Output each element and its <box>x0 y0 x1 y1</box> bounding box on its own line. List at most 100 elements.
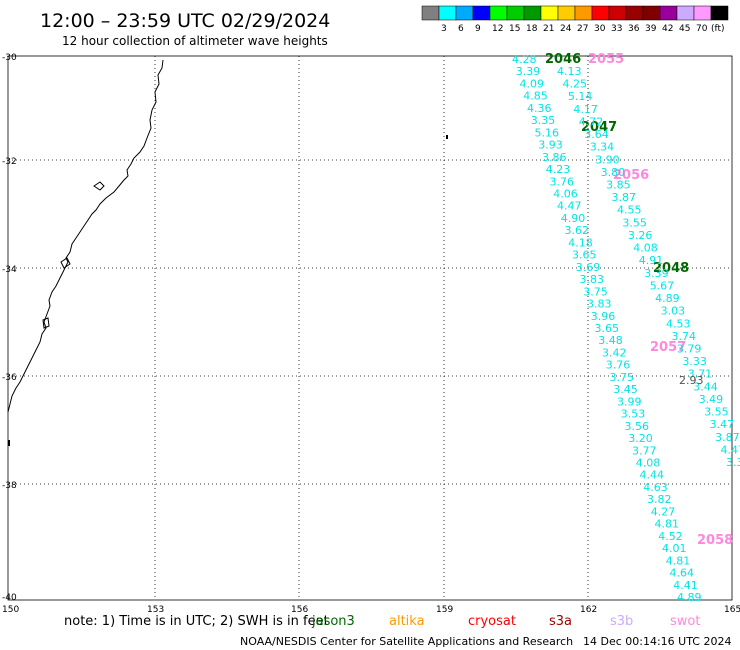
swh-value: 4.91 <box>639 254 664 267</box>
swh-value: 3.48 <box>598 334 623 347</box>
small-island <box>446 135 448 139</box>
legend-swatch <box>608 5 627 21</box>
orbit-label: 2055 <box>588 52 624 67</box>
swh-value: 3.45 <box>613 383 638 396</box>
swh-value: 3.34 <box>590 141 615 154</box>
plot-frame <box>7 55 733 601</box>
swh-value: 3.76 <box>550 175 575 188</box>
legend-swatch <box>472 5 491 21</box>
swh-value: 3.49 <box>699 393 724 406</box>
swh-value: 3.53 <box>621 408 646 421</box>
swh-value: 3.33 <box>682 355 707 368</box>
swh-value: 4.06 <box>553 188 578 201</box>
swh-value: 4.72 <box>579 116 604 129</box>
swh-value: 3.75 <box>583 285 608 298</box>
coast-fragment <box>8 440 10 446</box>
lon-label: 153 <box>147 605 164 615</box>
swh-value: 4.28 <box>512 53 537 66</box>
lat-label: -38 <box>2 481 17 491</box>
legend-label: 12 <box>492 24 503 34</box>
swh-value: 3.80 <box>601 166 626 179</box>
swh-value: 3.87 <box>612 191 637 204</box>
swh-value: 3.93 <box>538 139 563 152</box>
swh-value: 4.85 <box>523 90 548 103</box>
coast-inlet <box>42 317 50 329</box>
swh-value: 3.64 <box>584 128 609 141</box>
legend-label: 6 <box>458 24 464 34</box>
legend-label: 39 <box>645 24 657 34</box>
legend-label: 70 <box>696 24 708 34</box>
satellite-name: altika <box>389 614 425 629</box>
swh-value: 4.18 <box>568 236 593 249</box>
orbit-label: 2058 <box>697 533 733 548</box>
swh-value: 3.65 <box>595 322 620 335</box>
legend-label: 24 <box>560 24 572 34</box>
swh-value: 3.55 <box>622 216 647 229</box>
swh-value: 3.77 <box>632 444 657 457</box>
lon-label: 165 <box>724 605 740 615</box>
lat-label: -30 <box>2 53 17 63</box>
map-subtitle: 12 hour collection of altimeter wave hei… <box>62 34 328 48</box>
swh-value: 4.89 <box>655 292 680 305</box>
swh-value: 3.69 <box>576 261 601 274</box>
swh-value: 4.89 <box>677 591 702 604</box>
track-b-values: 4.134.255.144.174.723.643.343.903.803.85… <box>557 65 740 469</box>
swh-value: 3.85 <box>606 179 631 192</box>
swh-value: 3.39 <box>516 65 541 78</box>
legend-label: 3 <box>441 24 447 34</box>
lat-label: -36 <box>2 373 17 383</box>
swh-value: 4.13 <box>557 65 582 78</box>
satellite-legend: jason3 altika cryosat s3a s3b swot <box>311 614 700 629</box>
legend-swatch <box>489 5 508 21</box>
legend-label: 45 <box>679 24 690 34</box>
track-a-values: 4.283.394.094.854.363.355.163.933.864.23… <box>512 53 702 604</box>
orbit-label: 2048 <box>653 261 689 276</box>
orbit-label: 2046 <box>545 52 581 67</box>
satellite-name: jason3 <box>311 614 355 629</box>
legend-swatch <box>523 5 542 21</box>
swh-value: 4.81 <box>666 554 691 567</box>
legend-swatch <box>710 5 729 21</box>
swh-value: 5.16 <box>535 126 560 139</box>
legend-swatch <box>421 5 440 21</box>
swh-value: 4.09 <box>520 78 545 91</box>
swh-value: 3.20 <box>628 432 653 445</box>
legend-swatch <box>676 5 695 21</box>
swh-value: 4.63 <box>643 481 668 494</box>
swh-value: 3.74 <box>672 330 697 343</box>
swh-value: 3.90 <box>595 153 620 166</box>
graticule <box>8 56 732 600</box>
swh-value: 4.81 <box>655 518 680 531</box>
swh-value: 3.26 <box>628 229 653 242</box>
swh-value: 4.23 <box>546 163 571 176</box>
legend-label: 18 <box>526 24 538 34</box>
orbit-label: 2047 <box>581 120 617 135</box>
color-legend: 3 6 9 12 15 18 21 24 27 30 33 36 39 42 45 70 <box>421 5 729 34</box>
legend-swatch <box>438 5 457 21</box>
swh-value: 4.47 <box>721 443 740 456</box>
map-title: 12:00 – 23:59 UTC 02/29/2024 <box>40 10 330 32</box>
satellite-name: cryosat <box>468 614 516 629</box>
swh-value: 3.71 <box>688 368 713 381</box>
footer-note: note: 1) Time is in UTC; 2) SWH is in fe… <box>64 614 329 629</box>
lon-label: 156 <box>291 605 308 615</box>
swh-value: 3.75 <box>610 371 635 384</box>
legend-swatch <box>540 5 559 21</box>
swh-value: 3.87 <box>715 431 740 444</box>
legend-label: 27 <box>577 24 588 34</box>
legend-swatch <box>659 5 678 21</box>
swh-value: 3.42 <box>602 347 627 360</box>
swh-value: 3.39 <box>644 267 669 280</box>
legend-swatch <box>693 5 712 21</box>
legend-unit: (ft) <box>711 24 725 34</box>
legend-swatch <box>557 5 576 21</box>
legend-swatch <box>574 5 593 21</box>
swh-value: 3.55 <box>704 406 729 419</box>
swh-value: 4.90 <box>561 212 586 225</box>
legend-swatch <box>455 5 474 21</box>
lat-label: -32 <box>2 157 17 167</box>
swh-value: 4.44 <box>640 469 665 482</box>
swh-value: 4.08 <box>633 242 658 255</box>
legend-label: 33 <box>611 24 622 34</box>
swh-value: 3.44 <box>693 380 718 393</box>
